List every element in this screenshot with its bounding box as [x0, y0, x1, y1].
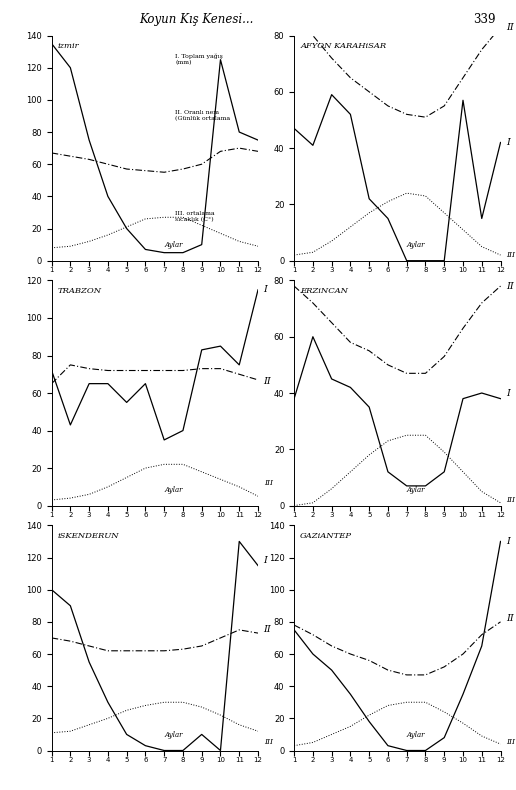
- Text: I: I: [506, 389, 510, 397]
- Text: III: III: [264, 739, 272, 747]
- Text: II: II: [264, 378, 271, 386]
- Text: 339: 339: [473, 13, 495, 25]
- Text: II: II: [506, 614, 514, 623]
- Text: III: III: [506, 739, 515, 747]
- Text: Aylar: Aylar: [164, 242, 183, 250]
- Text: GAZiANTEP: GAZiANTEP: [300, 532, 352, 540]
- Text: Aylar: Aylar: [164, 487, 183, 495]
- Text: Aylar: Aylar: [407, 242, 425, 250]
- Text: III. ortalama
sıcaklık (C°): III. ortalama sıcaklık (C°): [175, 211, 215, 222]
- Text: ERZiNCAN: ERZiNCAN: [300, 288, 348, 295]
- Text: II: II: [506, 23, 514, 32]
- Text: Koyun Kış Kenesi...: Koyun Kış Kenesi...: [139, 13, 253, 25]
- Text: I: I: [506, 138, 510, 147]
- Text: III: III: [264, 479, 272, 487]
- Text: Aylar: Aylar: [407, 487, 425, 495]
- Text: iSKENDERUN: iSKENDERUN: [58, 532, 119, 540]
- Text: I. Toplam yağış
(mm): I. Toplam yağış (mm): [175, 54, 223, 65]
- Text: I: I: [506, 537, 510, 546]
- Text: AFYON KARAHiSAR: AFYON KARAHiSAR: [300, 43, 386, 51]
- Text: TRABZON: TRABZON: [58, 288, 102, 295]
- Text: izmir: izmir: [58, 43, 79, 51]
- Text: I: I: [264, 556, 267, 565]
- Text: Aylar: Aylar: [407, 732, 425, 739]
- Text: II: II: [506, 281, 514, 291]
- Text: Aylar: Aylar: [164, 732, 183, 739]
- Text: II: II: [264, 626, 271, 634]
- Text: I: I: [264, 285, 267, 295]
- Text: II. Oranlı nem
(Günlük ortalama: II. Oranlı nem (Günlük ortalama: [175, 110, 231, 121]
- Text: III: III: [506, 496, 515, 504]
- Text: III: III: [506, 251, 515, 259]
